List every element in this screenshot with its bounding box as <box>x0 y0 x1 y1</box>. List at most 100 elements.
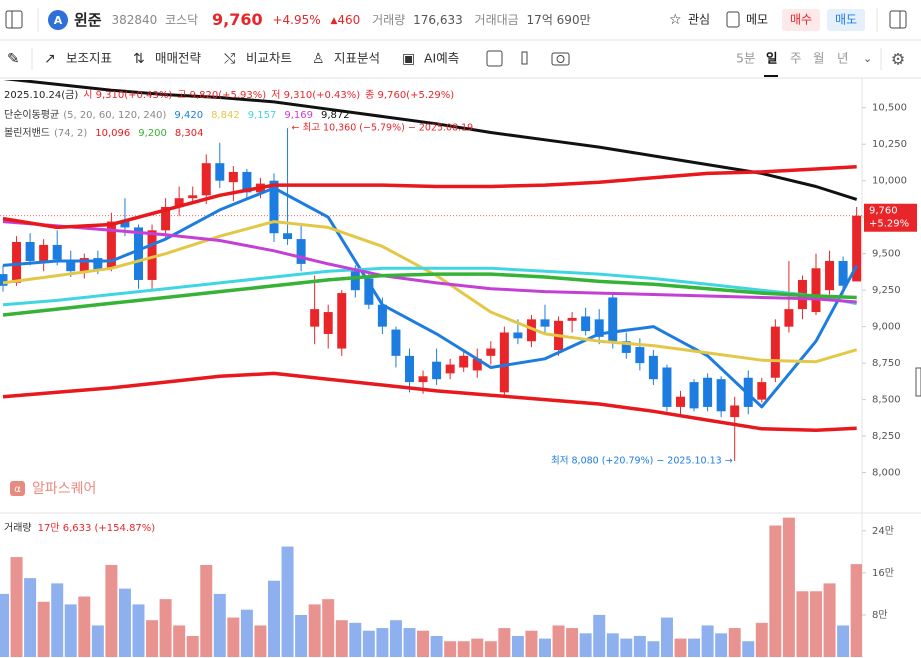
volume-bar <box>647 641 660 657</box>
legend-value: 8,842 <box>211 110 240 121</box>
indicator-line <box>2 266 857 307</box>
candle-body <box>689 382 699 409</box>
candle-body <box>581 316 591 332</box>
volume-bar <box>579 633 592 657</box>
change-pct: +4.95% <box>272 13 320 27</box>
toolbar-item[interactable]: 비교차트 <box>246 51 292 66</box>
candle-body <box>93 258 103 270</box>
volume-bar <box>376 628 389 657</box>
volume-bar <box>850 564 862 657</box>
volume-bar <box>430 635 443 657</box>
panel-icon[interactable] <box>889 10 907 29</box>
legend-value: 9,872 <box>321 110 350 121</box>
volume-label: 거래량 <box>372 13 405 27</box>
memo-icon <box>726 11 740 28</box>
ohlc-label: 시 9,310(+0.43%) <box>83 89 172 101</box>
scroll-handle[interactable] <box>915 367 921 397</box>
volume-bar <box>254 625 267 657</box>
volume-bar <box>539 638 551 657</box>
legend-row: 단순이동평균 (5, 20, 60, 120, 240) 9,420 8,842 9,1… <box>4 109 350 121</box>
watermark: 알파스퀘어 <box>32 481 96 497</box>
candle-body <box>608 297 618 342</box>
volume-bar <box>10 557 23 657</box>
candle-body <box>147 230 157 280</box>
candle-body <box>811 268 821 313</box>
indicator-line <box>2 80 858 201</box>
candle-body <box>445 364 455 374</box>
volume-bar <box>295 614 308 657</box>
box-icon[interactable] <box>486 50 503 67</box>
period-tab[interactable]: 5분 <box>736 51 755 66</box>
candle-body <box>337 293 347 349</box>
toolbar-item[interactable]: AI예측 <box>424 51 459 66</box>
legend-value: 10,096 <box>95 128 130 139</box>
candle-body <box>852 215 862 282</box>
candle-body <box>377 304 387 327</box>
volume-bar <box>64 604 77 657</box>
volume-bar <box>633 635 646 657</box>
candle-body <box>310 309 320 327</box>
legend-value: 9,157 <box>248 110 277 121</box>
volume-bar <box>200 564 213 657</box>
volume-bar <box>742 641 755 657</box>
volume-bar <box>660 617 673 657</box>
toolbar-icon[interactable]: ⤭ <box>224 51 235 67</box>
sell-bg[interactable] <box>827 9 865 31</box>
volume-bar <box>268 580 280 657</box>
volume-bar <box>837 625 850 657</box>
volume-bar <box>78 596 91 657</box>
toolbar-icon[interactable]: ♙ <box>312 51 325 67</box>
candle-body <box>730 405 740 418</box>
candle-body <box>201 163 211 196</box>
toolbar-item[interactable]: 지표분석 <box>334 51 380 66</box>
dropdown-icon[interactable]: ⌄ <box>863 52 872 65</box>
ohlc-label: 종 9,760(+5.29%) <box>365 89 454 101</box>
candle-body <box>648 355 658 380</box>
volume-bar <box>674 638 687 657</box>
period-tab[interactable]: 월 <box>813 51 825 66</box>
candle-body <box>635 347 645 364</box>
amount: 17억 690만 <box>527 13 591 27</box>
watch-button[interactable]: 관심 <box>688 13 710 27</box>
candle-body <box>770 326 780 378</box>
memo-button[interactable]: 메모 <box>746 13 768 27</box>
candle-body <box>215 163 225 181</box>
stock-code: 382840 <box>111 13 157 27</box>
candle-body <box>716 379 726 412</box>
volume-bar <box>118 588 131 657</box>
candle-body <box>486 348 496 356</box>
candle-icon[interactable] <box>521 51 528 65</box>
candle-body <box>188 195 198 199</box>
toolbar-item[interactable]: 매매전략 <box>155 51 202 66</box>
toolbar-icon[interactable]: ▣ <box>402 51 415 67</box>
camera-icon[interactable] <box>551 52 570 66</box>
pencil-icon[interactable]: ✎ <box>7 50 20 68</box>
buy-button[interactable]: 매수 <box>790 13 812 27</box>
indicator-line <box>2 220 857 304</box>
period-tab[interactable]: 일 <box>766 51 778 66</box>
toolbar-icon[interactable]: ⇅ <box>133 51 145 67</box>
toolbar-item[interactable]: 보조지표 <box>66 51 112 66</box>
buy-bg[interactable] <box>782 9 820 31</box>
candle-body <box>0 274 8 286</box>
star-icon[interactable]: ☆ <box>669 12 682 28</box>
settings-icon[interactable]: ⚙ <box>891 50 905 69</box>
info-row: 2025.10.24(금) 시 9,310(+0.43%) 고 9,820(+5.9… <box>4 89 454 101</box>
sidebar-icon[interactable] <box>5 10 23 29</box>
candle-body <box>703 377 713 407</box>
legend-label: 볼린저밴드 <box>4 127 50 139</box>
volume-bar <box>0 593 9 657</box>
period-tab[interactable]: 년 <box>837 51 849 66</box>
price-panel: 10,50010,25010,0009,7509,5009,2509,0008,… <box>0 80 917 479</box>
toolbar-icon[interactable]: ↗ <box>44 51 56 67</box>
indicator-line <box>2 272 857 317</box>
volume-bar <box>593 614 606 657</box>
volume-bar <box>91 625 104 657</box>
period-tab[interactable]: 주 <box>790 51 802 66</box>
candle-body <box>676 396 685 407</box>
volume-bar <box>701 625 714 657</box>
sell-button[interactable]: 매도 <box>835 13 857 27</box>
plot <box>0 517 862 657</box>
